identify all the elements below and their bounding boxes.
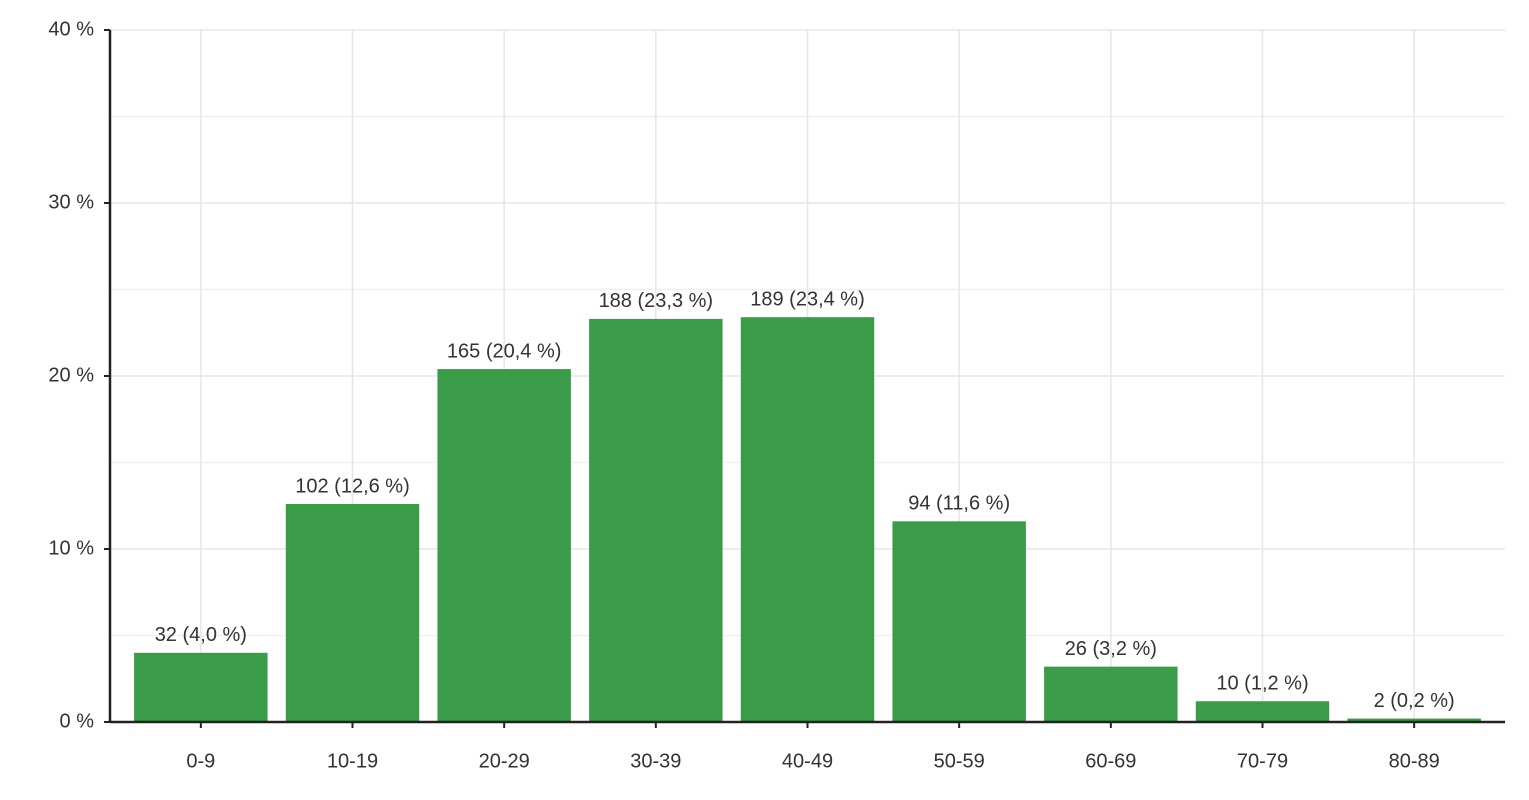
value-label: 26 (3,2 %)	[1065, 638, 1157, 660]
x-tick-label: 10-19	[327, 750, 378, 772]
x-tick-label: 20-29	[479, 750, 530, 772]
bar	[1044, 666, 1178, 722]
bar	[285, 504, 420, 722]
x-tick-label: 50-59	[934, 750, 985, 772]
x-tick-label: 80-89	[1389, 750, 1440, 772]
bar	[740, 317, 875, 722]
x-tick-label: 70-79	[1237, 750, 1288, 772]
bar	[134, 652, 268, 722]
value-label: 32 (4,0 %)	[155, 624, 247, 646]
value-label: 94 (11,6 %)	[908, 493, 1010, 515]
value-label: 102 (12,6 %)	[295, 475, 410, 497]
x-tick-label: 0-9	[186, 750, 215, 772]
bar	[437, 369, 571, 722]
value-label: 188 (23,3 %)	[599, 290, 714, 312]
value-label: 165 (20,4 %)	[447, 340, 562, 362]
bar	[1195, 701, 1330, 722]
y-tick-label: 20 %	[48, 364, 94, 386]
x-tick-label: 30-39	[630, 750, 681, 772]
bar	[589, 318, 723, 722]
y-tick-label: 30 %	[48, 191, 94, 213]
y-tick-label: 10 %	[48, 537, 94, 559]
value-label: 2 (0,2 %)	[1374, 690, 1455, 712]
value-label: 10 (1,2 %)	[1216, 673, 1308, 695]
y-tick-label: 40 %	[48, 18, 94, 40]
bar	[892, 521, 1026, 722]
x-tick-label: 40-49	[782, 750, 833, 772]
value-label: 189 (23,4 %)	[750, 288, 865, 310]
bar	[1347, 718, 1481, 722]
x-tick-label: 60-69	[1085, 750, 1136, 772]
y-tick-label: 0 %	[60, 710, 95, 732]
